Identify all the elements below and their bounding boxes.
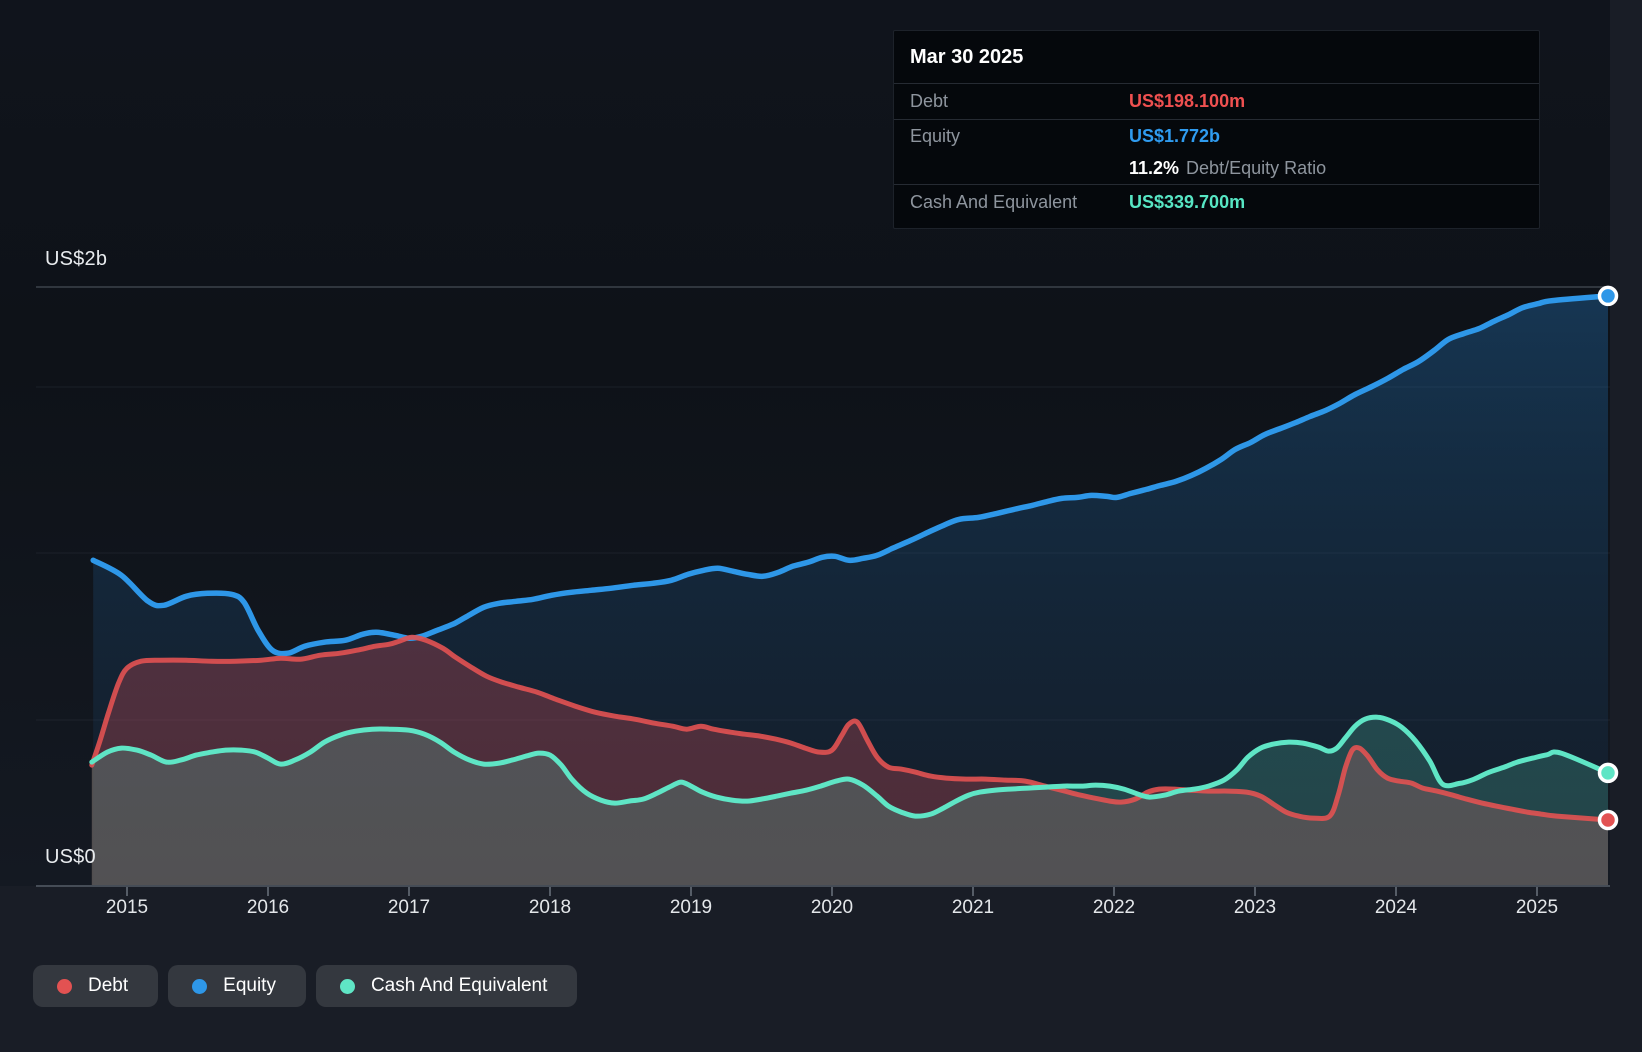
x-axis-year-label: 2017 [387,897,431,918]
x-axis-year-label: 2019 [669,897,713,918]
tooltip-ratio-value: 11.2% [1129,158,1180,178]
cash-area [91,717,1608,886]
cash-dot-icon [339,978,355,994]
equity-line [90,293,1611,657]
debt-dot-icon [57,978,72,994]
legend-cash-label: Cash And Equivalent [370,975,548,996]
x-axis-year-label: 2023 [1233,897,1277,918]
cash-line [89,714,1611,819]
x-axis-year-label: 2015 [105,897,149,918]
chart-legend: Debt Equity Cash And Equivalent [33,965,578,1007]
debt-area [91,637,1608,886]
legend-item-equity[interactable]: Equity [168,965,306,1007]
equity-area [93,295,1609,886]
tooltip-debt-label: Debt [910,91,949,111]
x-axis-year-label: 2025 [1515,897,1559,918]
x-axis-year-label: 2022 [1092,897,1136,918]
tooltip-debt-value: US$198.100m [1129,91,1246,111]
y-axis-label-2b: US$2b [45,248,108,270]
legend-item-cash[interactable]: Cash And Equivalent [315,965,578,1007]
legend-equity-label: Equity [223,975,276,996]
x-axis-year-label: 2021 [951,897,995,918]
tooltip-equity-value: US$1.772b [1129,126,1221,146]
tooltip-equity-row: Equity US$1.772b [894,119,1539,153]
cash-endpoint-marker [1597,762,1619,784]
y-axis-label-0: US$0 [45,846,96,868]
x-axis-year-label: 2016 [246,897,290,918]
x-axis-year-label: 2018 [528,897,572,918]
x-axis-year-label: 2020 [810,897,854,918]
chart-tooltip: Mar 30 2025 Debt US$198.100m Equity US$1… [893,30,1540,229]
tooltip-cash-row: Cash And Equivalent US$339.700m [894,184,1539,220]
x-axis-year-label: 2024 [1374,897,1418,918]
tooltip-equity-label: Equity [910,126,961,146]
tooltip-debt-row: Debt US$198.100m [894,83,1539,119]
tooltip-date: Mar 30 2025 [910,45,1024,68]
tooltip-cash-label: Cash And Equivalent [910,192,1078,212]
legend-debt-label: Debt [88,975,129,996]
equity-endpoint-marker [1597,285,1619,307]
tooltip-ratio-label: Debt/Equity Ratio [1186,158,1327,178]
debt-endpoint-marker [1597,809,1619,831]
legend-item-debt[interactable]: Debt [33,965,159,1007]
debt-line [89,634,1611,823]
equity-dot-icon [192,978,208,994]
tooltip-ratio-row: 11.2% Debt/Equity Ratio [894,153,1539,184]
tooltip-cash-value: US$339.700m [1129,192,1246,212]
